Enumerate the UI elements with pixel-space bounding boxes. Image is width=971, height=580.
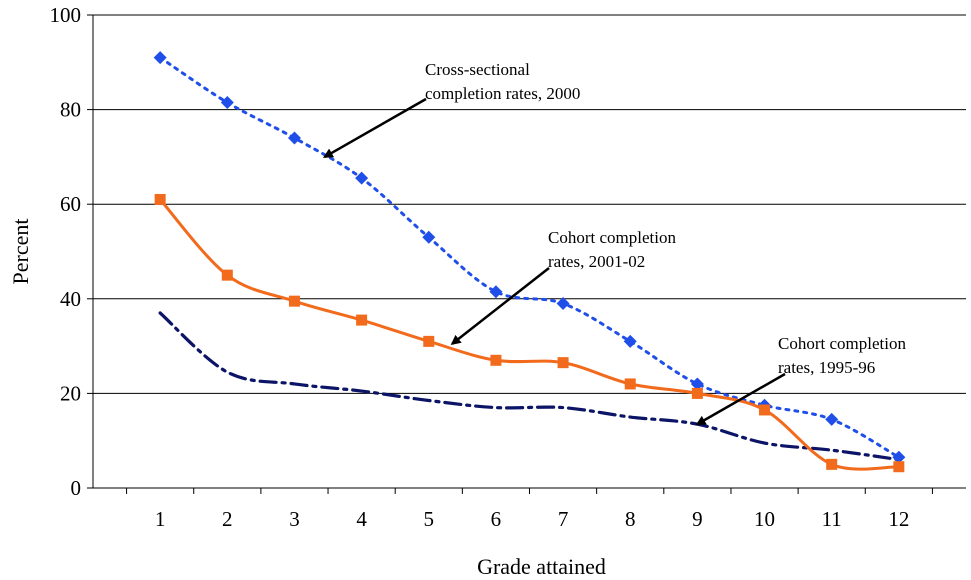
data-point [490,354,502,366]
y-tick-label: 0 [71,476,82,500]
data-point [557,357,569,369]
series-1 [153,51,906,464]
y-tick-label: 20 [60,381,81,405]
annotation-text: Cohort completion [778,334,906,353]
annotation-1: Cross-sectional completion rates, 2000 [322,60,580,158]
data-point [624,378,636,390]
y-tick-label: 80 [60,98,81,122]
series-line [158,311,901,462]
data-point [220,96,234,110]
x-tick-label: 10 [754,507,775,531]
data-point [825,412,839,426]
data-point [356,314,368,326]
data-point [623,334,637,348]
annotation-2: Cohort completion rates, 2001-02 [450,228,676,345]
x-tick-label: 2 [222,507,233,531]
x-tick-label: 7 [558,507,569,531]
series-line [158,197,901,471]
data-point [759,404,771,416]
annotation-text: completion rates, 2000 [425,84,580,103]
data-point [288,295,300,307]
x-axis-title: Grade attained [477,554,606,579]
x-tick-label: 9 [692,507,703,531]
series-layer [153,51,906,473]
x-tick-label: 12 [888,507,909,531]
x-tick-label: 4 [356,507,367,531]
axes [87,14,966,494]
data-point [154,193,166,205]
data-point [221,269,233,281]
data-point [153,51,167,65]
series-2 [154,193,905,473]
series-line [158,56,901,459]
annotation-text: Cross-sectional [425,60,530,79]
data-point [892,450,906,464]
x-tick-label: 1 [155,507,166,531]
y-tick-label: 100 [50,3,82,27]
x-tick-label: 6 [491,507,502,531]
annotation-text: rates, 1995-96 [778,358,875,377]
annotations: Cross-sectional completion rates, 2000 Coh… [322,60,906,426]
data-point [893,461,905,473]
annotation-arrow [450,267,550,345]
annotation-text: rates, 2001-02 [548,252,645,271]
data-point [690,377,704,391]
annotation-arrow [322,97,427,158]
data-point [423,335,435,347]
data-point [691,387,703,399]
x-tick-label: 3 [289,507,300,531]
data-point [826,458,838,470]
data-point [287,131,301,145]
y-tick-label: 60 [60,192,81,216]
y-tick-label: 40 [60,287,81,311]
data-point [489,285,503,299]
data-point [556,297,570,311]
annotation-arrow [695,372,786,426]
data-point [355,171,369,185]
y-axis-title: Percent [8,219,33,285]
annotation-text: Cohort completion [548,228,676,247]
x-tick-label: 5 [424,507,435,531]
annotation-3: Cohort completion rates, 1995-96 [695,334,906,426]
data-point [422,230,436,244]
series-3 [158,311,901,462]
x-tick-label: 8 [625,507,636,531]
x-tick-label: 11 [822,507,842,531]
